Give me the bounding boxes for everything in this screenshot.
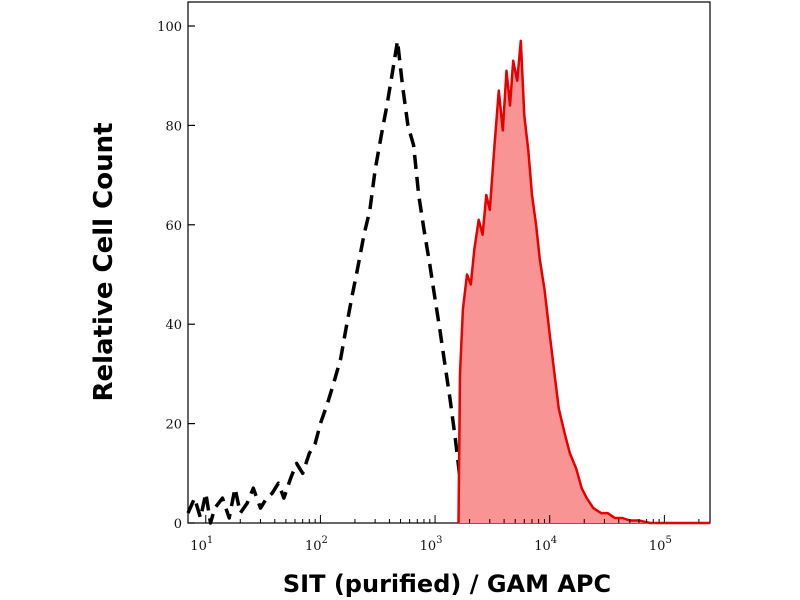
y-tick-label: 0 <box>174 517 182 532</box>
y-tick-label: 60 <box>165 219 182 234</box>
y-tick-label: 100 <box>157 20 182 35</box>
plot-area-frame <box>187 1 711 524</box>
y-axis-title: Relative Cell Count <box>89 122 119 401</box>
series-line-0 <box>186 39 467 525</box>
series-line-1 <box>457 39 710 525</box>
x-tick-label: 105 <box>649 535 672 554</box>
x-axis-title: SIT (purified) / GAM APC <box>283 570 611 598</box>
x-tick-label: 104 <box>534 535 557 554</box>
y-tick-label: 20 <box>165 418 182 433</box>
y-tick-label: 40 <box>165 318 182 333</box>
y-tick-label: 80 <box>165 119 182 134</box>
x-tick-label: 102 <box>305 535 328 554</box>
x-tick-label: 103 <box>420 535 443 554</box>
x-tick-label: 101 <box>190 535 213 554</box>
series-fill-1 <box>458 40 710 524</box>
